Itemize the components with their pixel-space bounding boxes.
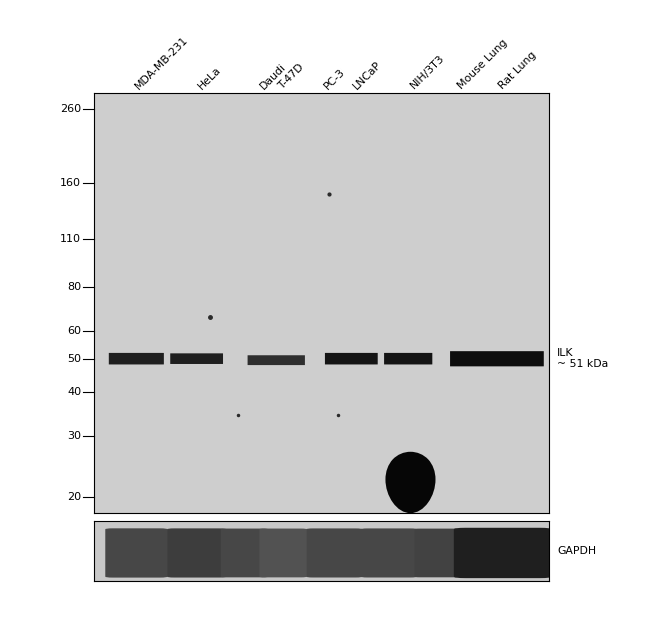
FancyBboxPatch shape [248,355,305,365]
Text: 110: 110 [60,235,81,244]
FancyBboxPatch shape [384,353,432,364]
Text: ILK
~ 51 kDa: ILK ~ 51 kDa [557,348,608,369]
FancyBboxPatch shape [259,528,307,578]
FancyBboxPatch shape [109,353,164,364]
Text: LNCaP: LNCaP [351,59,383,91]
FancyBboxPatch shape [105,528,168,578]
Ellipse shape [385,452,436,513]
FancyBboxPatch shape [167,528,226,578]
Text: GAPDH: GAPDH [557,546,596,556]
FancyBboxPatch shape [325,353,378,364]
FancyBboxPatch shape [361,528,417,578]
Text: 50: 50 [67,353,81,364]
FancyBboxPatch shape [306,528,362,578]
Text: PC-3: PC-3 [322,66,346,91]
Text: 260: 260 [60,104,81,114]
Text: Daudi: Daudi [258,61,288,91]
FancyBboxPatch shape [450,351,544,366]
FancyBboxPatch shape [170,353,223,364]
Text: HeLa: HeLa [196,65,224,91]
Text: 80: 80 [67,282,81,293]
Text: T-47D: T-47D [276,62,306,91]
Text: MDA-MB-231: MDA-MB-231 [133,35,190,91]
Text: 30: 30 [67,431,81,441]
Text: 160: 160 [60,178,81,188]
FancyBboxPatch shape [221,528,268,578]
FancyBboxPatch shape [415,528,459,577]
Text: Rat Lung: Rat Lung [497,50,538,91]
Text: 20: 20 [67,492,81,502]
Text: 40: 40 [67,387,81,397]
Text: 60: 60 [67,326,81,336]
Text: NIH/3T3: NIH/3T3 [408,53,446,91]
Text: Mouse Lung: Mouse Lung [456,38,510,91]
FancyBboxPatch shape [454,528,551,578]
